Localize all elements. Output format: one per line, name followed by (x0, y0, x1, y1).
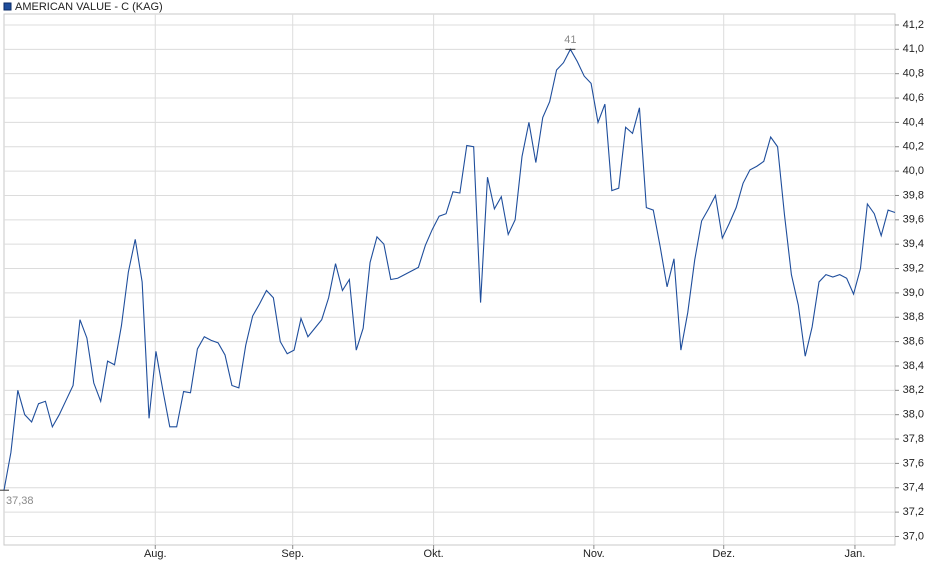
x-tick-label: Sep. (281, 548, 304, 560)
x-tick-label: Aug. (144, 548, 167, 560)
y-tick-label: 37,0 (903, 530, 924, 542)
y-tick-label: 39,0 (903, 287, 924, 299)
y-tick-label: 40,8 (903, 68, 924, 80)
price-line (3, 48, 896, 491)
annotation-label: 37,38 (6, 495, 34, 507)
y-tick-label: 37,6 (903, 457, 924, 469)
plot-frame (3, 13, 896, 546)
y-tick-label: 39,6 (903, 214, 924, 226)
y-tick-label: 38,0 (903, 409, 924, 421)
x-tick-label: Jan. (845, 548, 866, 560)
x-tick-label: Dez. (712, 548, 735, 560)
y-tick-label: 38,4 (903, 360, 924, 372)
y-tick-label: 38,6 (903, 336, 924, 348)
x-tick-label: Okt. (424, 548, 444, 560)
annotation-label: 41 (564, 34, 576, 46)
y-tick-label: 40,0 (903, 165, 924, 177)
y-tick-label: 39,2 (903, 262, 924, 274)
legend-swatch (3, 2, 12, 11)
y-tick-label: 37,8 (903, 433, 924, 445)
y-tick-label: 38,2 (903, 384, 924, 396)
y-tick-label: 40,4 (903, 116, 924, 128)
y-tick-label: 39,4 (903, 238, 924, 250)
legend-label: AMERICAN VALUE - C (KAG) (15, 1, 163, 13)
y-tick-label: 41,2 (903, 19, 924, 31)
y-tick-label: 39,8 (903, 189, 924, 201)
y-tick-label: 41,0 (903, 43, 924, 55)
y-tick-label: 40,6 (903, 92, 924, 104)
y-tick-label: 40,2 (903, 141, 924, 153)
x-tick-label: Nov. (583, 548, 605, 560)
y-tick-label: 38,8 (903, 311, 924, 323)
y-tick-label: 37,2 (903, 506, 924, 518)
y-tick-label: 37,4 (903, 482, 924, 494)
